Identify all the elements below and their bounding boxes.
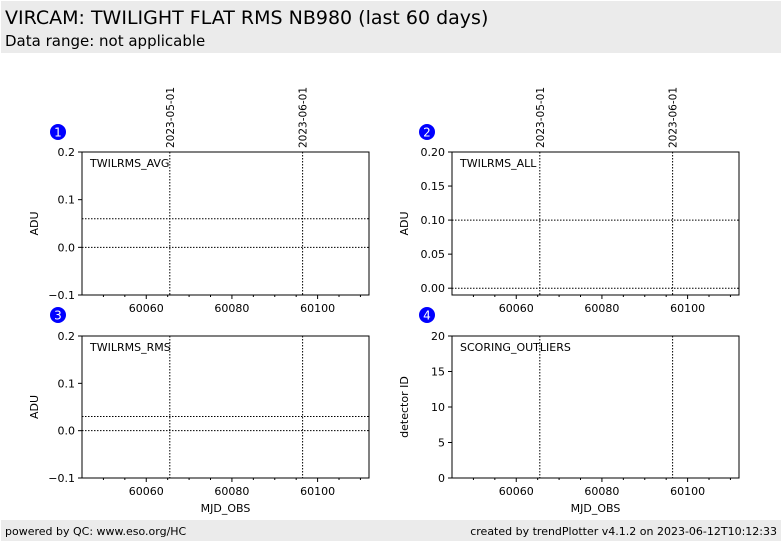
report-header: VIRCAM: TWILIGHT FLAT RMS NB980 (last 60… (1, 1, 781, 53)
footer-created-by: created by trendPlotter v4.1.2 on 2023-0… (470, 525, 777, 538)
panel-3-plot-frame (81, 335, 370, 479)
page-subtitle: Data range: not applicable (5, 32, 206, 50)
panel-4-ytick-label-3: 15 (431, 366, 445, 379)
panel-1-ytick-label-0: −0.1 (48, 289, 75, 302)
report-footer: powered by QC: www.eso.org/HC created by… (1, 520, 781, 541)
panel-4-ylabel: detector ID (398, 376, 411, 438)
panel-2-date-label-0: 2023-05-01 (535, 87, 547, 148)
panel-2-ytick-label-0: 0.00 (421, 282, 446, 295)
panel-4-badge-number: 4 (423, 309, 431, 323)
panel-3-xtick-label-60100: 60100 (300, 485, 335, 498)
panel-1-ytick-label-2: 0.1 (58, 194, 76, 207)
panel-3-ylabel: ADU (28, 395, 41, 419)
panel-3-badge-number: 3 (54, 309, 62, 323)
panel-1-series-label: TWILRMS_AVG (89, 157, 169, 170)
panel-2-date-label-1: 2023-06-01 (668, 87, 680, 148)
panel-2-ytick-label-3: 0.15 (421, 180, 446, 193)
panel-4-xtick-label-60060: 60060 (499, 485, 534, 498)
panel-1-badge (50, 124, 66, 140)
panel-4-ytick-label-1: 5 (438, 437, 445, 450)
panel-3-ytick-label-0: −0.1 (48, 472, 75, 485)
panel-2-xtick-label-60100: 60100 (670, 302, 705, 315)
panel-1-ytick-label-3: 0.2 (58, 146, 76, 159)
panel-3-xtick-label-60060: 60060 (129, 485, 164, 498)
panel-2-xtick-label-60080: 60080 (584, 302, 619, 315)
panel-3-xlabel: MJD_OBS (201, 502, 251, 515)
panel-1-ytick-label-1: 0.0 (58, 241, 76, 254)
panel-1-badge-number: 1 (54, 126, 62, 140)
panel-4-series-label: SCORING_OUTLIERS (460, 341, 571, 354)
panel-3-ytick-label-1: 0.0 (58, 425, 76, 438)
panel-2-ytick-label-1: 0.05 (421, 248, 446, 261)
footer-credit: powered by QC: www.eso.org/HC (5, 525, 187, 538)
panel-1-plot-frame (81, 151, 370, 296)
page-title: VIRCAM: TWILIGHT FLAT RMS NB980 (last 60… (5, 7, 489, 29)
panel-2-xtick-label-60060: 60060 (499, 302, 534, 315)
panel-1-xtick-label-60080: 60080 (214, 302, 249, 315)
panel-4-xtick-label-60080: 60080 (584, 485, 619, 498)
panel-3-xtick-label-60080: 60080 (214, 485, 249, 498)
panel-2-badge (419, 124, 435, 140)
panel-4-xlabel: MJD_OBS (571, 502, 621, 515)
panel-4-ytick-label-0: 0 (438, 472, 445, 485)
panel-2-series-label: TWILRMS_ALL (459, 157, 537, 170)
panel-3-badge (50, 307, 66, 323)
panel-3-series-label: TWILRMS_RMS (89, 341, 171, 354)
panel-1-ylabel: ADU (28, 211, 41, 235)
panel-4-badge (419, 307, 435, 323)
panel-2-plot-frame (451, 151, 740, 296)
panel-1-date-label-0: 2023-05-01 (165, 87, 177, 148)
panel-4-xtick-label-60100: 60100 (670, 485, 705, 498)
panel-1-xtick-label-60100: 60100 (300, 302, 335, 315)
panel-4-plot-frame (451, 335, 740, 479)
panel-2-ytick-label-2: 0.10 (421, 214, 446, 227)
panel-2-badge-number: 2 (423, 126, 431, 140)
panel-2-ytick-label-4: 0.20 (421, 146, 446, 159)
panel-1-xtick-label-60060: 60060 (129, 302, 164, 315)
panel-4-ytick-label-2: 10 (431, 401, 445, 414)
panel-1-date-label-1: 2023-06-01 (298, 87, 310, 148)
panel-3-ytick-label-3: 0.2 (58, 330, 76, 343)
panel-3-ytick-label-2: 0.1 (58, 377, 76, 390)
panel-4-ytick-label-4: 20 (431, 330, 445, 343)
panel-2-ylabel: ADU (398, 211, 411, 235)
